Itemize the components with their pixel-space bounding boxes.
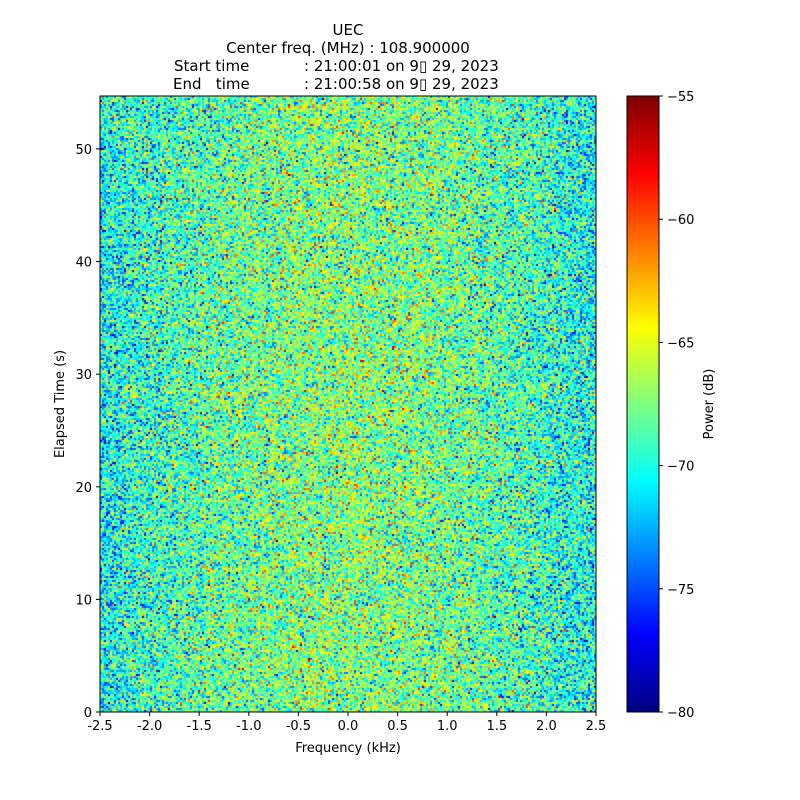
- colorbar-tick-label: −70: [667, 460, 694, 475]
- plot-frame: [99, 95, 597, 713]
- end-time-value: : 21:00:58 on 9▯ 29, 2023: [304, 75, 499, 93]
- start-time-value: : 21:00:01 on 9▯ 29, 2023: [304, 57, 499, 75]
- end-time-label: End time: [173, 75, 250, 93]
- x-tick-label: 2.0: [536, 719, 557, 734]
- spectrogram-heatmap: [100, 96, 596, 712]
- colorbar-frame: [626, 95, 660, 713]
- x-tick-label: -1.0: [236, 719, 261, 734]
- x-tick-label: -0.5: [286, 719, 311, 734]
- y-axis-label: Elapsed Time (s): [53, 350, 68, 458]
- colorbar-tick-label: −75: [667, 583, 694, 598]
- y-tick-label: 40: [75, 256, 92, 271]
- colorbar-tick-label: −55: [667, 90, 694, 105]
- x-tick-label: -2.0: [137, 719, 162, 734]
- x-tick-label: 1.5: [486, 719, 507, 734]
- colorbar-tick-label: −80: [667, 706, 694, 721]
- y-tick-label: 30: [75, 368, 92, 383]
- chart-subtitle-center-freq: Center freq. (MHz) : 108.900000: [226, 39, 470, 57]
- x-axis-label: Frequency (kHz): [295, 741, 401, 756]
- colorbar-tick-label: −65: [667, 336, 694, 351]
- y-tick-label: 0: [84, 706, 92, 721]
- y-tick-label: 20: [75, 481, 92, 496]
- x-tick-label: -2.5: [87, 719, 112, 734]
- chart-title: UEC: [332, 21, 364, 39]
- x-tick-label: 1.0: [437, 719, 458, 734]
- colorbar-tick-label: −60: [667, 213, 694, 228]
- x-tick-label: 2.5: [586, 719, 607, 734]
- x-tick-label: 0.5: [387, 719, 408, 734]
- y-tick-label: 50: [75, 143, 92, 158]
- start-time-label: Start time: [174, 57, 250, 75]
- colorbar-label: Power (dB): [702, 369, 717, 440]
- x-tick-label: 0.0: [338, 719, 359, 734]
- y-tick-label: 10: [75, 593, 92, 608]
- colorbar: [627, 96, 659, 712]
- x-tick-label: -1.5: [187, 719, 212, 734]
